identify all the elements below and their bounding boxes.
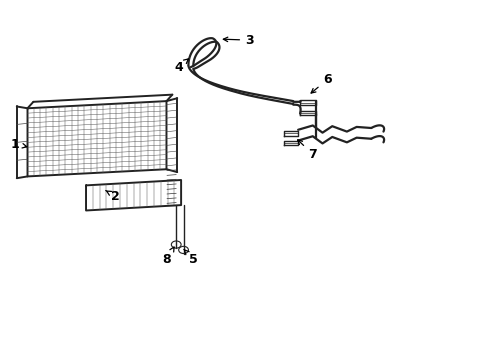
Text: 1: 1 — [11, 138, 27, 150]
Text: 2: 2 — [105, 190, 120, 203]
Text: 4: 4 — [174, 59, 188, 73]
Text: 7: 7 — [297, 140, 317, 161]
Text: 3: 3 — [223, 33, 253, 47]
Text: 8: 8 — [162, 247, 174, 266]
Text: 5: 5 — [184, 249, 197, 266]
Text: 6: 6 — [310, 73, 331, 93]
